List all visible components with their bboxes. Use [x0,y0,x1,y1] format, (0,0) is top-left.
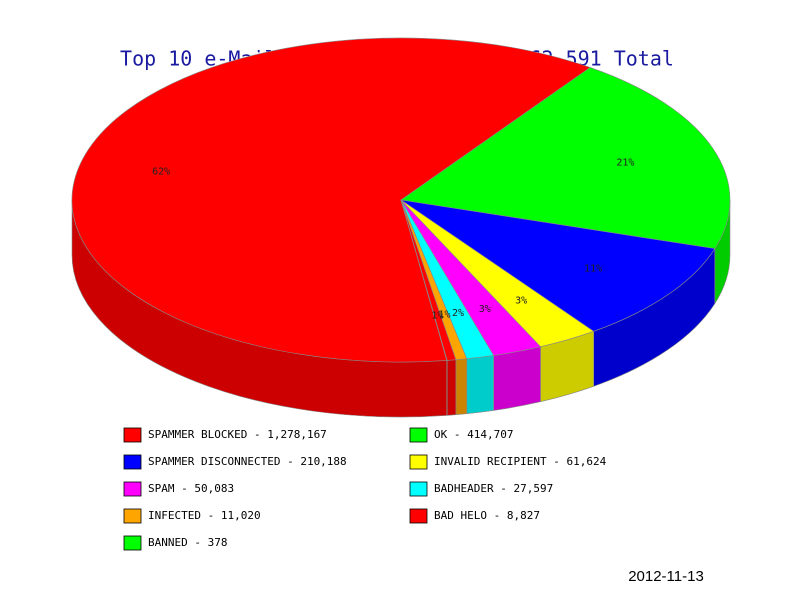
legend-swatch [123,535,142,551]
slice-side [446,359,457,416]
slice-label: 2% [452,308,464,319]
slice-label: 62% [152,167,170,178]
legend-label: BANNED - 378 [148,536,227,549]
slice [400,199,716,332]
legend-swatch [409,427,428,443]
slice-side [493,346,541,411]
legend-label: SPAM - 50,083 [148,482,234,495]
legend-swatch [123,508,142,524]
legend-swatch [409,481,428,497]
legend-label: BAD HELO - 8,827 [434,509,540,522]
legend-swatch [409,508,428,524]
legend-label: SPAMMER BLOCKED - 1,278,167 [148,428,327,441]
footer-date: 2012-11-13 [628,568,704,585]
slice-label: 1% [438,310,450,321]
slice-side [455,358,468,416]
slice-label: 21% [616,158,634,169]
legend-label: BADHEADER - 27,597 [434,482,553,495]
legend-swatch [123,427,142,443]
slice-label: 11% [584,263,602,274]
legend-label: INVALID RECIPIENT - 61,624 [434,455,607,468]
legend-label: SPAMMER DISCONNECTED - 210,188 [148,455,347,468]
slice-label: 1% [431,310,443,321]
slice [71,37,591,363]
legend-swatch [123,481,142,497]
legend-swatch [409,454,428,470]
legend-swatch [123,454,142,470]
slice-label: 3% [515,296,527,307]
slice [400,199,448,361]
slice [400,67,731,249]
legend-label: OK - 414,707 [434,428,513,441]
slice-side [466,355,494,415]
slice-label: 3% [479,304,491,315]
legend-label: INFECTED - 11,020 [148,509,261,522]
